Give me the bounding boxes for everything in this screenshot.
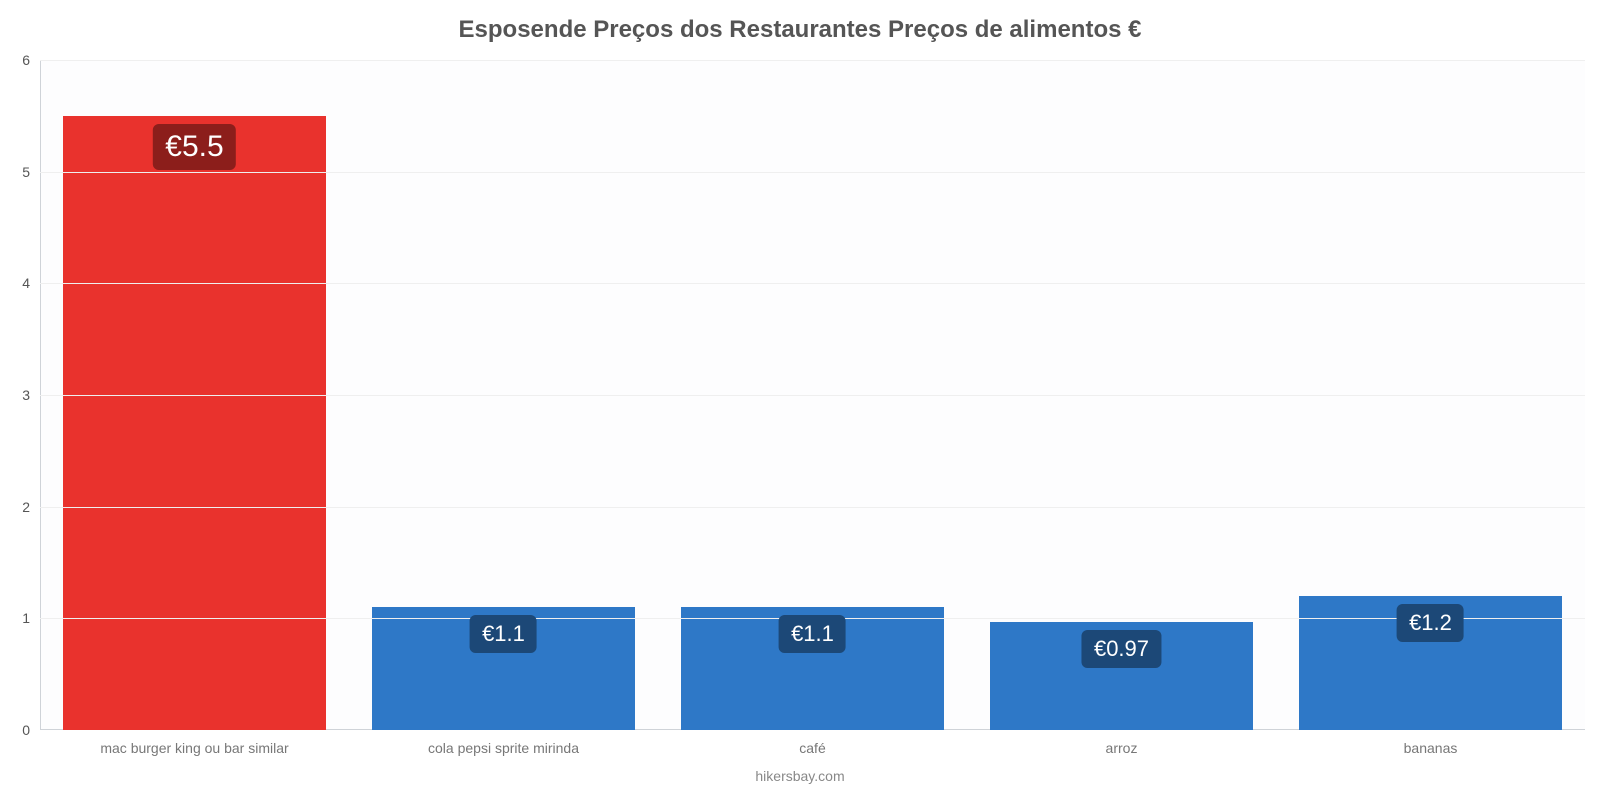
chart-title: Esposende Preços dos Restaurantes Preços… — [0, 0, 1600, 50]
y-tick-label: 5 — [22, 164, 40, 180]
bar: €1.1 — [681, 607, 944, 730]
bar-value-badge: €1.1 — [470, 615, 537, 653]
gridline — [40, 395, 1585, 396]
gridline — [40, 172, 1585, 173]
bar-value-badge: €5.5 — [153, 124, 235, 170]
x-tick-label: café — [799, 730, 825, 756]
x-tick-label: arroz — [1106, 730, 1138, 756]
y-tick-label: 0 — [22, 722, 40, 738]
x-tick-label: mac burger king ou bar similar — [100, 730, 288, 756]
bar: €1.1 — [372, 607, 635, 730]
gridline — [40, 507, 1585, 508]
x-tick-label: cola pepsi sprite mirinda — [428, 730, 579, 756]
x-tick-label: bananas — [1404, 730, 1458, 756]
bar-value-badge: €0.97 — [1082, 630, 1161, 668]
y-tick-label: 3 — [22, 387, 40, 403]
bar: €1.2 — [1299, 596, 1562, 730]
y-tick-label: 4 — [22, 275, 40, 291]
plot-area: €5.5€1.1€1.1€0.97€1.2 0123456mac burger … — [40, 60, 1585, 730]
credit-text: hikersbay.com — [0, 768, 1600, 784]
y-tick-label: 6 — [22, 52, 40, 68]
gridline — [40, 60, 1585, 61]
gridline — [40, 283, 1585, 284]
price-bar-chart: Esposende Preços dos Restaurantes Preços… — [0, 0, 1600, 800]
bar: €0.97 — [990, 622, 1253, 730]
bar-value-badge: €1.2 — [1397, 604, 1464, 642]
y-tick-label: 2 — [22, 499, 40, 515]
y-tick-label: 1 — [22, 610, 40, 626]
bar-value-badge: €1.1 — [779, 615, 846, 653]
bar: €5.5 — [63, 116, 326, 730]
